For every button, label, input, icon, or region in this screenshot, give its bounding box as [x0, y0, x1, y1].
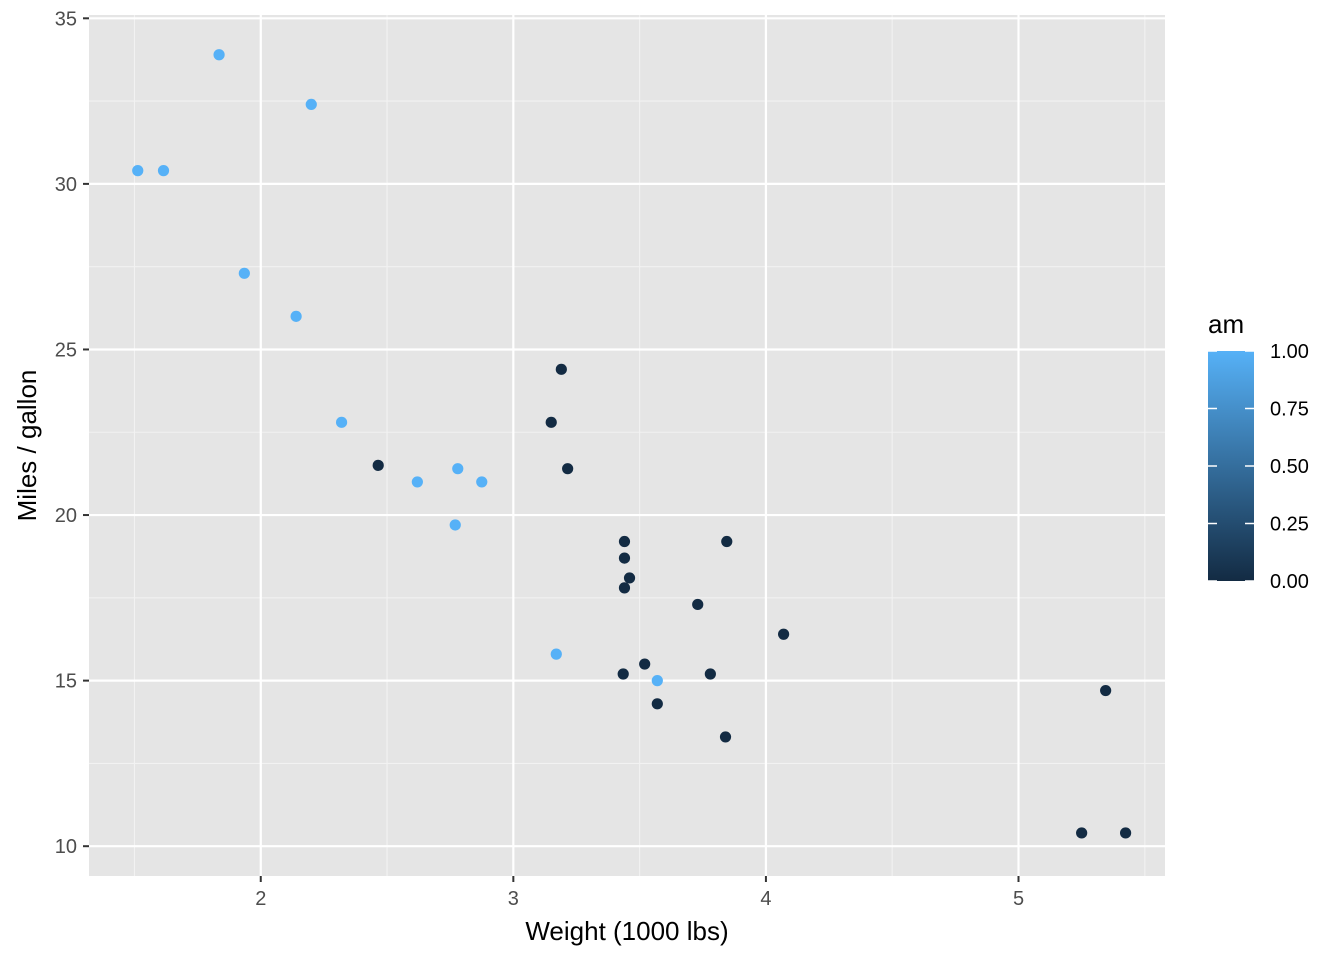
data-point — [692, 598, 704, 611]
data-point — [618, 582, 631, 594]
data-point — [476, 476, 488, 488]
data-point — [452, 463, 464, 475]
data-point — [651, 698, 663, 710]
data-point — [335, 416, 348, 428]
y-axis-title: Miles / gallon — [12, 370, 42, 522]
data-point — [562, 463, 574, 475]
data-point — [721, 535, 733, 548]
legend-tick-label: 0.00 — [1270, 571, 1309, 593]
data-point — [704, 668, 716, 680]
data-point — [545, 416, 557, 428]
data-point — [617, 668, 629, 680]
data-point — [555, 363, 567, 375]
legend-tick-label: 0.50 — [1270, 456, 1309, 478]
data-point — [623, 572, 636, 584]
data-point — [290, 310, 302, 322]
data-point — [132, 165, 144, 177]
y-tick-label: 20 — [55, 505, 77, 527]
data-point — [550, 648, 562, 660]
x-axis-title: Weight (1000 lbs) — [525, 916, 728, 946]
data-point — [1076, 827, 1088, 839]
data-point — [778, 628, 790, 640]
plot-panel — [89, 15, 1165, 876]
legend-tick-label: 1.00 — [1270, 341, 1309, 363]
x-tick-label: 4 — [760, 888, 771, 910]
data-points — [132, 49, 1132, 839]
y-tick-label: 35 — [55, 8, 77, 30]
data-point — [1100, 684, 1112, 697]
data-point — [618, 535, 631, 548]
x-tick-label: 5 — [1013, 888, 1024, 910]
data-point — [157, 165, 170, 177]
data-point — [651, 675, 663, 687]
x-tick-label: 3 — [508, 888, 519, 910]
legend-tick-label: 0.25 — [1270, 514, 1309, 536]
legend-title: am — [1208, 309, 1244, 339]
x-tick-label: 2 — [255, 888, 266, 910]
data-point — [411, 476, 423, 488]
data-point — [449, 519, 461, 531]
y-tick-label: 30 — [55, 174, 77, 196]
data-point — [1119, 827, 1132, 839]
legend-ticks: 0.00 0.25 0.50 0.75 1.00 — [1208, 341, 1309, 593]
data-point — [238, 267, 250, 279]
y-tick-label: 15 — [55, 671, 77, 693]
color-legend: am 0.00 0.25 0.50 0.75 1.00 — [1208, 309, 1309, 593]
minor-gridlines — [89, 15, 1165, 876]
y-tick-label: 10 — [55, 836, 77, 858]
legend-tick-label: 0.75 — [1270, 399, 1309, 421]
x-axis: 2 3 4 5 — [255, 876, 1024, 910]
y-axis: 10 15 20 25 30 35 — [55, 8, 89, 858]
data-point — [213, 49, 225, 61]
data-point — [618, 552, 631, 564]
data-point — [372, 459, 384, 471]
data-point — [639, 658, 651, 670]
data-point — [719, 731, 732, 743]
y-tick-label: 25 — [55, 339, 77, 361]
major-gridlines — [89, 15, 1165, 876]
data-point — [305, 98, 317, 111]
